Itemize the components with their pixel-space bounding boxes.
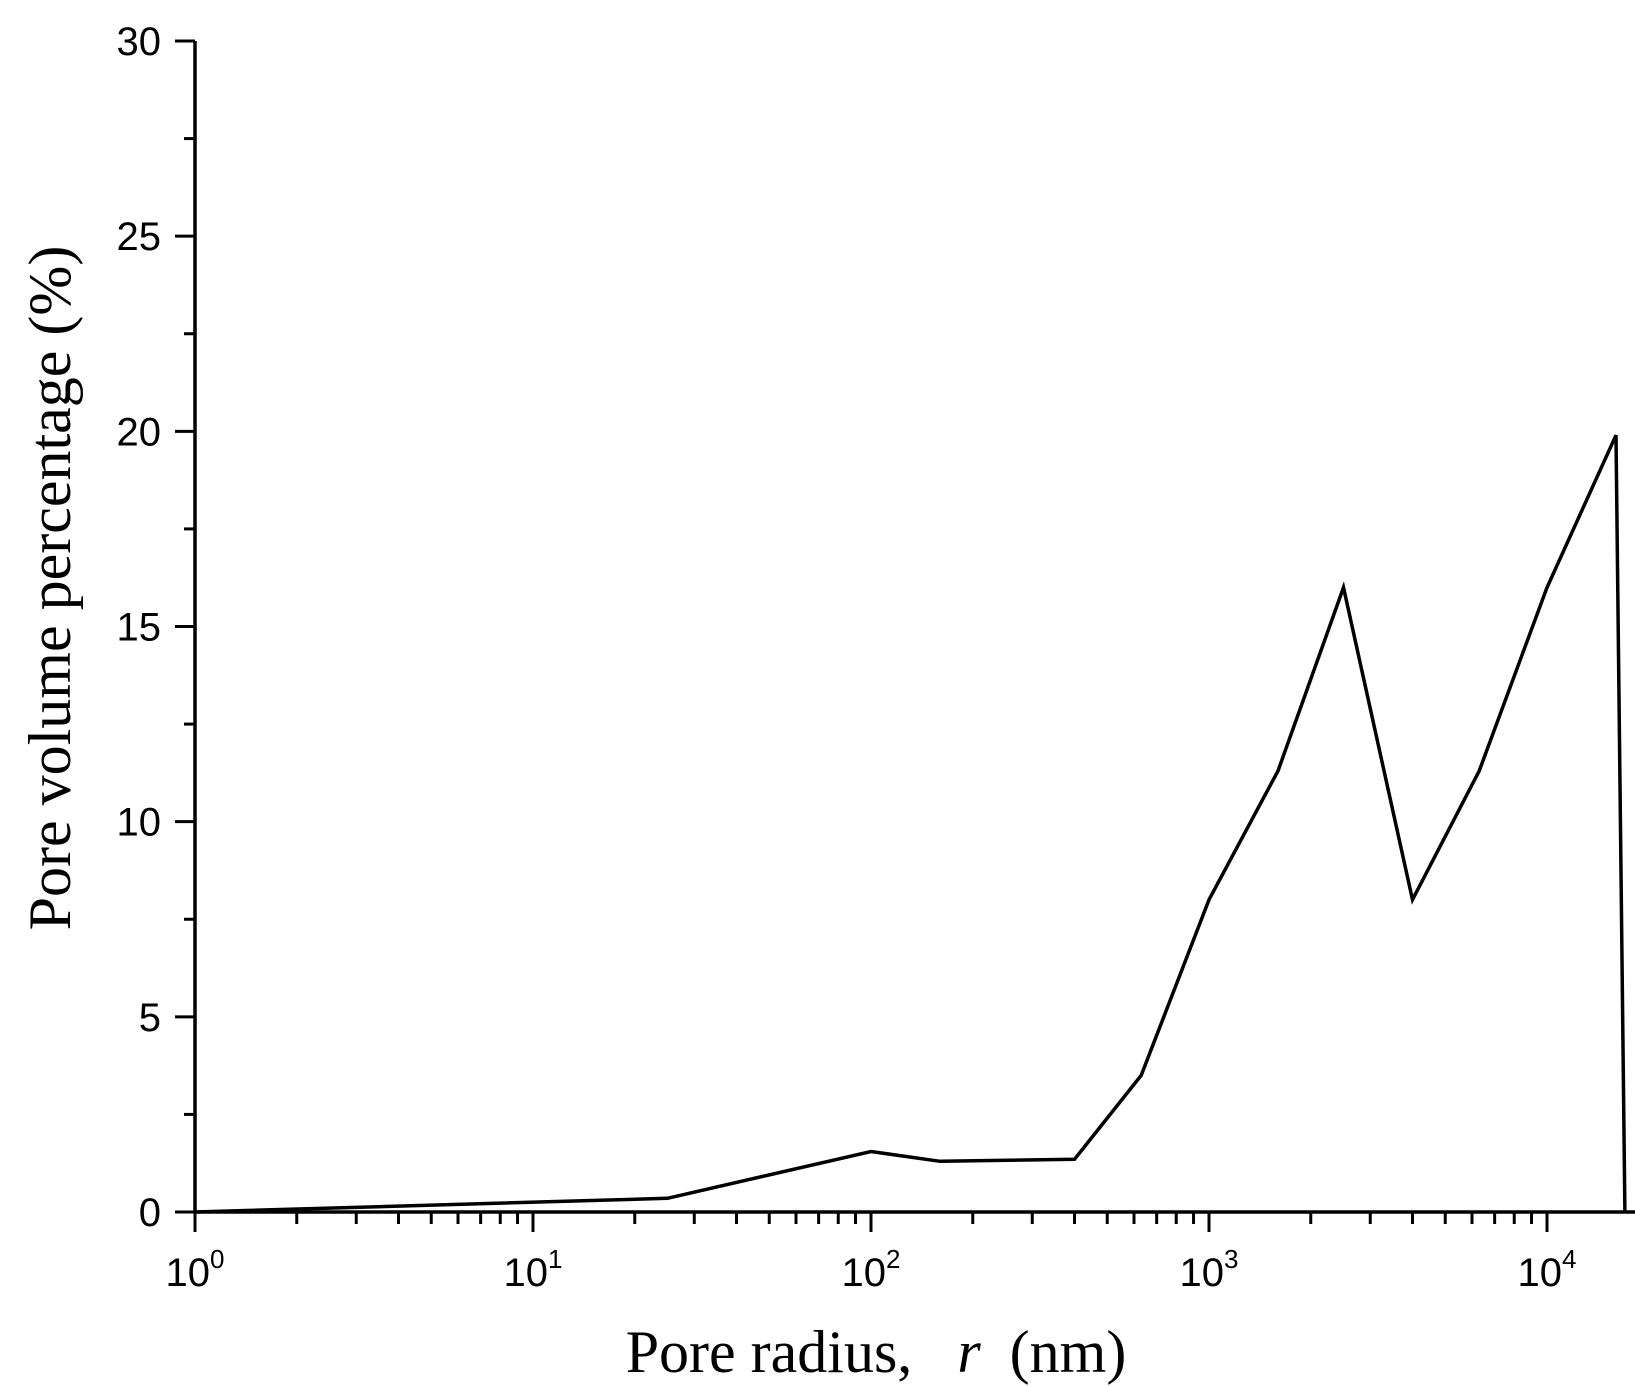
major-ticks	[175, 39, 1549, 1232]
x-axis-label-part-1: Pore radius,	[626, 1319, 913, 1385]
series-line	[194, 434, 1627, 1214]
y-tick-label: 20	[117, 410, 162, 454]
x-axis-label: Pore radius, r (nm)	[626, 1319, 1127, 1385]
x-axis-label-unit: (nm)	[1010, 1319, 1127, 1385]
x-axis-label-variable: r	[957, 1319, 981, 1385]
y-tick-label: 30	[117, 20, 162, 64]
y-tick-label: 0	[139, 1191, 161, 1235]
x-tick-label-exponent: 1	[548, 1244, 562, 1274]
x-tick-label-base: 10	[1518, 1251, 1563, 1295]
series-points	[193, 433, 1627, 1214]
x-tick-label-base: 10	[504, 1251, 549, 1295]
x-tick-label-exponent: 0	[210, 1244, 224, 1274]
minor-ticks	[184, 137, 1534, 1224]
x-tick-label: 103	[1180, 1244, 1239, 1295]
x-tick-label-base: 10	[166, 1251, 211, 1295]
y-axis-label: Pore volume percentage (%)	[17, 246, 83, 931]
x-tick-label-exponent: 3	[1224, 1244, 1238, 1274]
x-tick-label: 100	[166, 1244, 225, 1295]
x-tick-label-exponent: 4	[1562, 1244, 1576, 1274]
x-tick-label-base: 10	[842, 1251, 887, 1295]
y-tick-label: 25	[117, 215, 162, 259]
y-tick-label: 10	[117, 801, 162, 845]
x-tick-label: 104	[1518, 1244, 1577, 1295]
x-tick-label-exponent: 2	[886, 1244, 900, 1274]
y-tick-label: 15	[117, 606, 162, 650]
x-tick-label-base: 10	[1180, 1251, 1225, 1295]
x-tick-label: 101	[504, 1244, 563, 1295]
y-tick-label: 5	[139, 996, 161, 1040]
x-tick-label: 102	[842, 1244, 901, 1295]
